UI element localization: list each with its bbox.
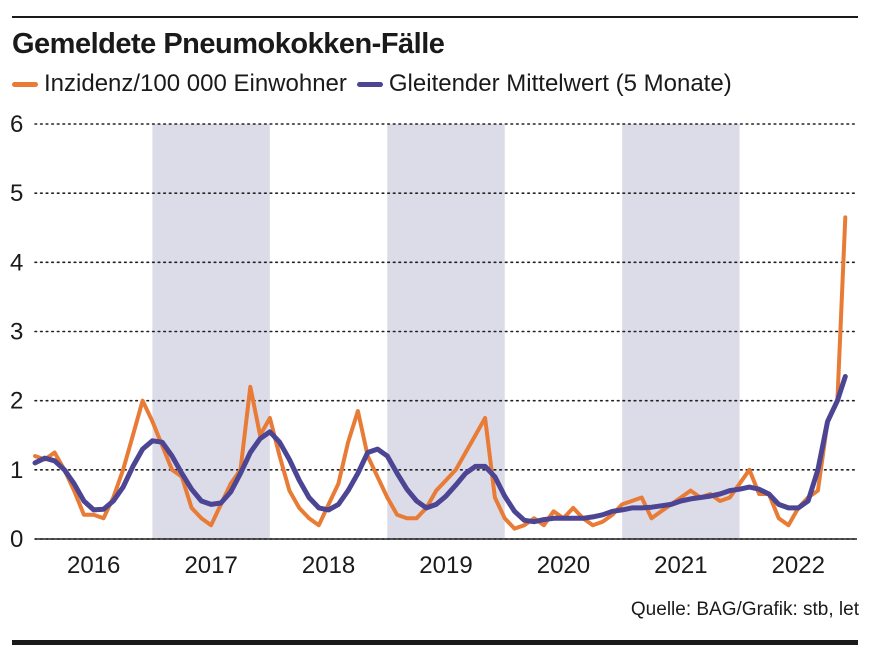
x-tick-label-2021: 2021 <box>654 552 707 579</box>
x-tick-label-2017: 2017 <box>184 552 237 579</box>
x-tick-label-2016: 2016 <box>67 552 120 579</box>
x-tick-label-2022: 2022 <box>772 552 825 579</box>
chart-title: Gemeldete Pneumokokken-Fälle <box>12 28 445 60</box>
legend-swatch-moving-average <box>356 81 383 87</box>
y-tick-label: 6 <box>10 111 23 138</box>
bottom-rule <box>12 640 858 645</box>
legend-item-moving-average: Gleitender Mittelwert (5 Monate) <box>356 70 732 98</box>
legend-item-incidence: Inzidenz/100 000 Einwohner <box>12 70 347 98</box>
y-tick-label: 5 <box>10 180 23 207</box>
x-tick-label-2019: 2019 <box>419 552 472 579</box>
y-tick-label: 4 <box>10 249 23 276</box>
y-tick-label: 2 <box>10 388 23 415</box>
y-tick-label: 1 <box>10 457 23 484</box>
top-rule <box>12 16 858 18</box>
series-line-moving-average <box>32 374 848 525</box>
legend-label-moving-average: Gleitender Mittelwert (5 Monate) <box>388 70 732 97</box>
legend-label-incidence: Inzidenz/100 000 Einwohner <box>44 70 347 97</box>
x-tick-label-2020: 2020 <box>537 552 590 579</box>
y-tick-label: 0 <box>10 526 23 553</box>
legend: Inzidenz/100 000 Einwohner Gleitender Mi… <box>12 70 742 98</box>
legend-swatch-incidence <box>12 81 38 87</box>
x-tick-label-2018: 2018 <box>302 552 355 579</box>
y-tick-label: 3 <box>10 319 23 346</box>
source-note: Quelle: BAG/Grafik: stb, let <box>630 599 859 620</box>
chart-plot: 0 1 2 3 4 5 6 2016 2017 2018 2019 2020 2021 2022 <box>10 111 858 579</box>
